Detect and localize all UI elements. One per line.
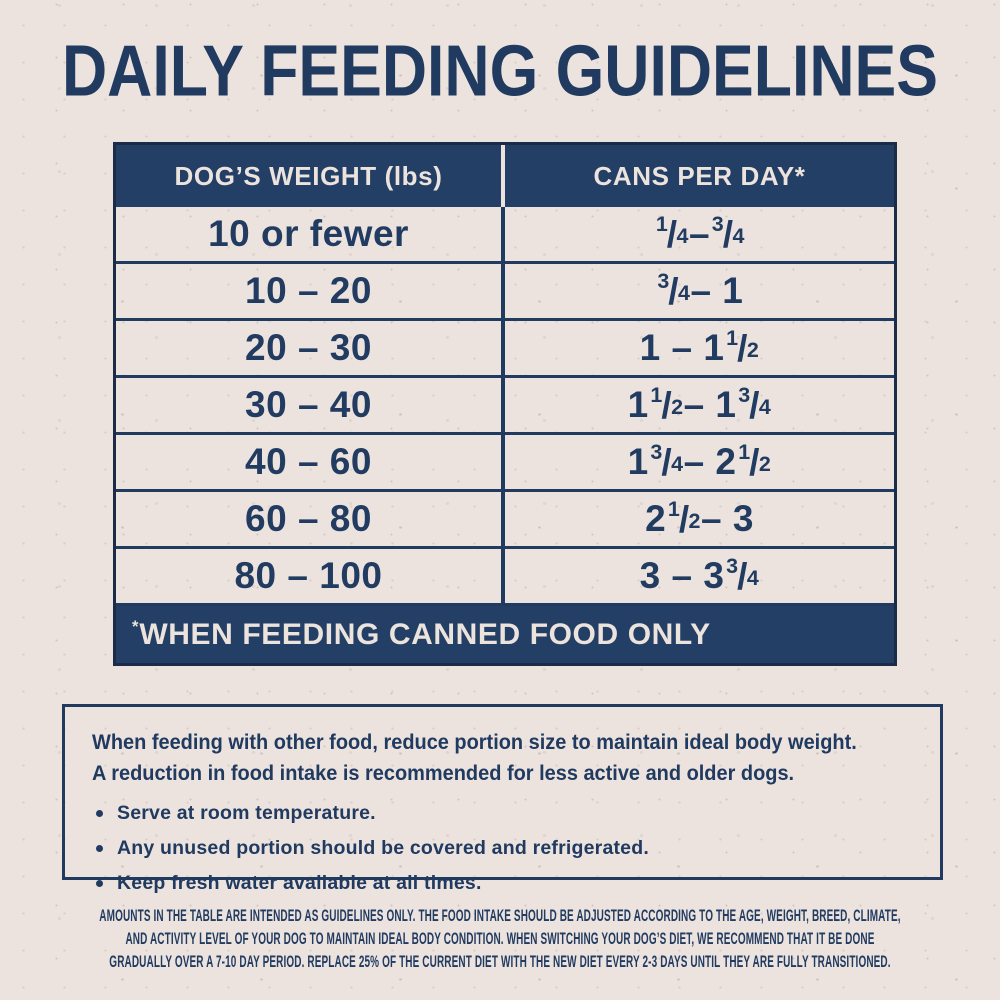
bullet-icon — [96, 810, 103, 817]
column-header-cans-per-day: CANS PER DAY* — [593, 160, 806, 191]
bullet-text: Serve at room temperature. — [117, 802, 376, 824]
table-row: 20 – 30 1 – 1 1/2 — [116, 321, 894, 378]
weight-cell: 60 – 80 — [116, 492, 505, 546]
bullet-item: Any unused portion should be covered and… — [92, 837, 940, 860]
weight-cell: 20 – 30 — [116, 321, 505, 375]
fine-print-line: AMOUNTS IN THE TABLE ARE INTENDED AS GUI… — [99, 907, 901, 925]
table-row: 60 – 80 2 1/2 – 3 — [116, 492, 894, 549]
bullet-text: Any unused portion should be covered and… — [117, 837, 649, 859]
page-title: DAILY FEEDING GUIDELINES — [62, 31, 938, 112]
bullet-item: Serve at room temperature. — [92, 802, 940, 825]
fine-print: AMOUNTS IN THE TABLE ARE INTENDED AS GUI… — [78, 905, 922, 974]
cans-cell: 3/4 – 1 — [657, 268, 744, 312]
cans-cell: 1 – 1 1/2 — [639, 325, 760, 369]
bullet-list: Serve at room temperature. Any unused po… — [92, 802, 940, 895]
bullet-item: Keep fresh water available at all times. — [92, 872, 940, 895]
table-row: 10 – 20 3/4 – 1 — [116, 264, 894, 321]
info-intro-line: A reduction in food intake is recommende… — [92, 762, 795, 785]
weight-cell: 10 – 20 — [116, 264, 505, 318]
weight-cell: 30 – 40 — [116, 378, 505, 432]
table-header-row: DOG’S WEIGHT (lbs) CANS PER DAY* — [116, 145, 894, 207]
info-intro: When feeding with other food, reduce por… — [92, 727, 940, 789]
column-header-dogs-weight: DOG’S WEIGHT (lbs) — [116, 145, 505, 207]
table-row: 10 or fewer 1/4 – 3/4 — [116, 207, 894, 264]
weight-cell: 10 or fewer — [116, 207, 505, 261]
weight-cell: 40 – 60 — [116, 435, 505, 489]
feeding-table: DOG’S WEIGHT (lbs) CANS PER DAY* 10 or f… — [113, 142, 897, 666]
bullet-icon — [96, 845, 103, 852]
feeding-info-box: When feeding with other food, reduce por… — [62, 704, 943, 894]
fine-print-line: GRADUALLY OVER A 7-10 DAY PERIOD. REPLAC… — [109, 953, 891, 971]
cans-cell: 1/4 – 3/4 — [655, 211, 745, 255]
cans-cell: 1 1/2 – 1 3/4 — [627, 382, 772, 426]
table-row: 40 – 60 1 3/4 – 2 1/2 — [116, 435, 894, 492]
fine-print-line: AND ACTIVITY LEVEL OF YOUR DOG TO MAINTA… — [125, 930, 875, 948]
table-row: 30 – 40 1 1/2 – 1 3/4 — [116, 378, 894, 435]
cans-cell: 2 1/2 – 3 — [645, 496, 754, 540]
cans-cell: 1 3/4 – 2 1/2 — [627, 439, 772, 483]
cans-cell: 3 – 3 3/4 — [639, 553, 760, 597]
bullet-text: Keep fresh water available at all times. — [117, 872, 482, 894]
info-intro-line: When feeding with other food, reduce por… — [92, 731, 857, 754]
bullet-icon — [96, 880, 103, 887]
table-footnote: * WHEN FEEDING CANNED FOOD ONLY — [116, 606, 894, 663]
weight-cell: 80 – 100 — [116, 549, 505, 603]
table-row: 80 – 100 3 – 3 3/4 — [116, 549, 894, 606]
